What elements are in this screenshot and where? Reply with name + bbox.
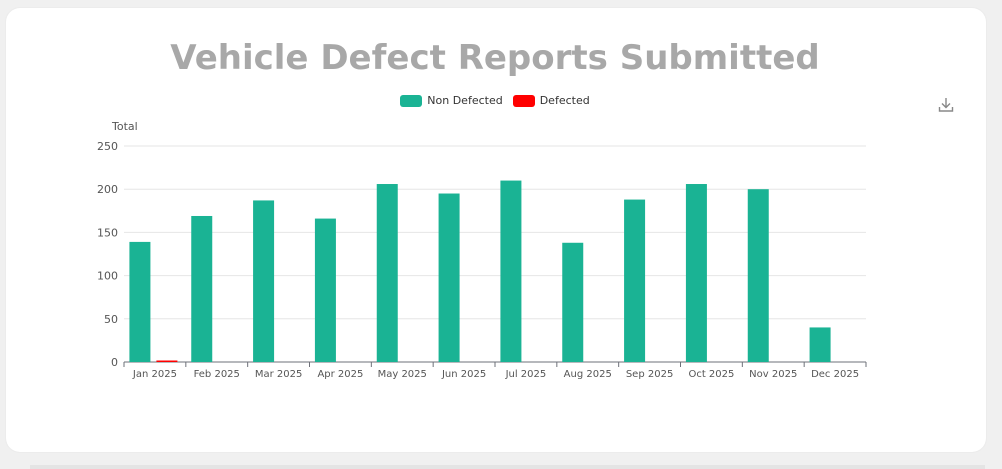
bar-defected — [156, 360, 178, 362]
x-tick-label: Jun 2025 — [441, 369, 486, 380]
x-tick-label: Mar 2025 — [255, 369, 303, 380]
bar-non-defected — [314, 218, 336, 362]
y-tick-label: 100 — [97, 270, 118, 283]
y-tick-label: 200 — [97, 183, 118, 196]
bar-non-defected — [129, 241, 151, 362]
chart-legend: Non Defected Defected — [0, 94, 990, 107]
chart-title: Vehicle Defect Reports Submitted — [170, 38, 820, 78]
legend-item-non-defected[interactable]: Non Defected — [400, 94, 503, 107]
x-tick-label: Apr 2025 — [317, 369, 363, 380]
x-tick-label: Oct 2025 — [688, 369, 734, 380]
bar-non-defected — [500, 180, 522, 362]
x-tick-label: Jan 2025 — [132, 369, 177, 380]
chart-card — [6, 8, 986, 452]
x-tick-label: Nov 2025 — [749, 369, 797, 380]
y-tick-label: 250 — [97, 140, 118, 153]
legend-item-defected[interactable]: Defected — [512, 94, 590, 107]
y-tick-label: 150 — [97, 226, 118, 239]
y-axis-title: Total — [111, 120, 138, 133]
bar-non-defected — [438, 193, 460, 362]
divider — [30, 465, 985, 469]
x-tick-label: Jul 2025 — [505, 369, 547, 380]
x-tick-label: Sep 2025 — [626, 369, 673, 380]
legend-label-defected: Defected — [539, 94, 590, 107]
y-tick-label: 50 — [104, 313, 118, 326]
bar-non-defected — [747, 189, 769, 362]
x-tick-label: Dec 2025 — [811, 369, 859, 380]
download-icon[interactable] — [937, 96, 955, 114]
y-tick-label: 0 — [111, 356, 118, 369]
bar-non-defected — [624, 199, 646, 362]
bar-non-defected — [253, 200, 275, 362]
bar-non-defected — [376, 184, 398, 362]
x-tick-label: Aug 2025 — [564, 369, 612, 380]
bar-non-defected — [562, 242, 584, 362]
bar-non-defected — [191, 215, 213, 362]
x-tick-label: May 2025 — [378, 369, 427, 380]
download-icon-graphic — [938, 98, 954, 112]
legend-swatch-defected — [512, 94, 535, 107]
bar-non-defected — [685, 184, 707, 362]
legend-label-non-defected: Non Defected — [427, 94, 503, 107]
bar-non-defected — [809, 327, 831, 362]
x-tick-label: Feb 2025 — [194, 369, 240, 380]
legend-swatch-non-defected — [400, 94, 423, 107]
